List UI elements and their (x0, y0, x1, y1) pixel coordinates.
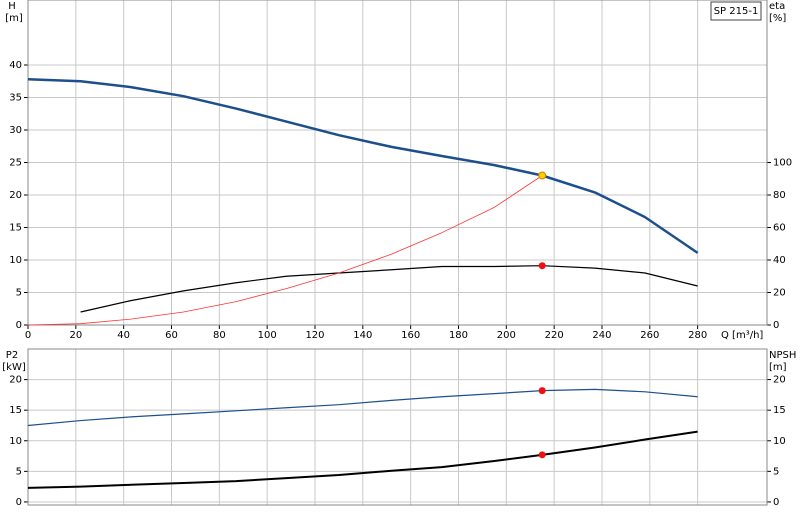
y2-tick-label: 20 (773, 375, 786, 386)
y-tick-label: 20 (9, 375, 22, 386)
x-tick-label: 0 (25, 330, 31, 341)
y-tick-label: 20 (9, 190, 22, 201)
duty-point (538, 262, 546, 270)
y2-axis-unit: [%] (769, 13, 786, 24)
y2-tick-label: 100 (773, 158, 792, 169)
curve (27, 78, 699, 254)
y2-axis-label: NPSH (769, 350, 796, 361)
duty-point (538, 171, 547, 180)
x-axis-label: Q [m³/h] (721, 330, 763, 341)
y-tick-label: 5 (16, 466, 22, 477)
curve (27, 388, 698, 427)
curve (80, 265, 698, 313)
y2-axis-unit: [m] (769, 362, 787, 373)
y2-tick-label: 60 (773, 223, 786, 234)
y-tick-label: 10 (9, 436, 22, 447)
x-tick-label: 180 (449, 330, 468, 341)
y-tick-label: 30 (9, 125, 22, 136)
y-axis-label: H (8, 1, 16, 12)
y-tick-label: 15 (9, 223, 22, 234)
curve (27, 430, 698, 489)
y2-tick-label: 40 (773, 255, 786, 266)
y2-tick-label: 0 (773, 497, 779, 508)
title-box (710, 1, 762, 21)
x-tick-label: 20 (69, 330, 82, 341)
y2-tick-label: 10 (773, 436, 786, 447)
y-tick-label: 25 (9, 158, 22, 169)
x-tick-label: 40 (117, 330, 130, 341)
duty-point (538, 387, 546, 395)
y2-axis-label: eta (769, 1, 785, 12)
x-tick-label: 80 (213, 330, 226, 341)
y-axis-unit: [kW] (2, 362, 26, 373)
y2-tick-label: 15 (773, 405, 786, 416)
y2-tick-label: 5 (773, 466, 779, 477)
x-tick-label: 60 (165, 330, 178, 341)
x-tick-label: 240 (592, 330, 611, 341)
curve (27, 175, 543, 326)
x-tick-label: 120 (305, 330, 324, 341)
x-tick-label: 220 (545, 330, 564, 341)
y-tick-label: 15 (9, 405, 22, 416)
y-tick-label: 5 (16, 288, 22, 299)
y2-tick-label: 0 (773, 320, 779, 331)
chart-title: SP 215-1 (714, 6, 759, 17)
x-tick-label: 260 (640, 330, 659, 341)
x-tick-label: 100 (258, 330, 277, 341)
y-tick-label: 10 (9, 255, 22, 266)
x-tick-label: 160 (401, 330, 420, 341)
x-tick-label: 140 (353, 330, 372, 341)
plot-frame (27, 0, 768, 326)
x-tick-label: 280 (688, 330, 707, 341)
y-tick-label: 0 (16, 320, 22, 331)
y2-tick-label: 20 (773, 288, 786, 299)
y-tick-label: 0 (16, 497, 22, 508)
x-tick-label: 200 (497, 330, 516, 341)
y-axis-label: P2 (6, 350, 18, 361)
duty-point (538, 451, 546, 459)
y-tick-label: 40 (9, 60, 22, 71)
plot-frame (27, 348, 768, 506)
y2-tick-label: 80 (773, 190, 786, 201)
y-tick-label: 35 (9, 93, 22, 104)
y-axis-unit: [m] (5, 13, 23, 24)
